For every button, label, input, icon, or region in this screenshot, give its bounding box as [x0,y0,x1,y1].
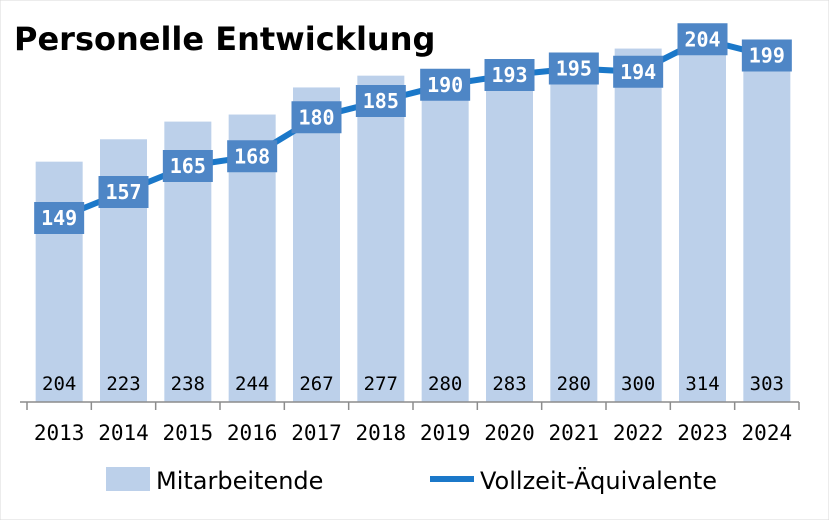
bar-value-label-2019: 280 [428,373,462,395]
bar-value-label-2024: 303 [750,373,784,395]
line-value-label-2014: 157 [105,180,141,204]
x-tick-label-2014: 2014 [98,421,149,445]
line-value-label-2019: 190 [427,73,463,97]
x-tick-label-2020: 2020 [484,421,535,445]
line-value-label-2013: 149 [41,206,77,230]
bar-value-label-2020: 283 [492,373,526,395]
bar-2024 [743,45,791,402]
x-tick-label-2015: 2015 [163,421,214,445]
line-point-2016 [227,140,278,173]
x-tick-label-2023: 2023 [677,421,728,445]
x-tick-label-2024: 2024 [742,421,793,445]
line-point-2017 [291,101,342,134]
x-tick-label-2018: 2018 [356,421,407,445]
line-value-label-2017: 180 [298,105,334,129]
line-point-2021 [548,52,599,85]
line-value-label-2020: 193 [491,63,527,87]
line-layer: 149 157 165 168 180 185 190 193 195 194 204 199 [34,23,792,234]
bar-2017 [293,87,340,403]
legend-label-line: Vollzeit-Äquivalente [480,466,717,495]
bar-value-label-2023: 314 [685,373,719,395]
x-tick-label-2016: 2016 [227,421,278,445]
line-value-label-2021: 195 [556,57,592,81]
line-point-2013 [34,202,85,234]
bar-value-label-2016: 244 [235,373,269,395]
line-value-label-2015: 165 [170,154,206,178]
bar-2021 [550,72,598,402]
legend: Mitarbeitende Vollzeit-Äquivalente [106,466,717,495]
line-value-label-2016: 168 [234,144,270,168]
x-tick-label-2021: 2021 [549,421,600,445]
bar-value-label-2015: 238 [171,373,205,395]
line-value-label-2023: 204 [684,27,720,51]
bar-value-label-2021: 280 [557,373,591,395]
bar-value-label-2014: 223 [106,373,140,395]
line-point-2024 [741,39,792,72]
line-value-label-2022: 194 [620,60,656,84]
line-point-2022 [613,55,664,88]
bar-value-label-2022: 300 [621,373,655,395]
bar-2018 [357,75,405,403]
line-point-2020 [484,59,535,91]
x-tick-label-2017: 2017 [291,421,342,445]
bar-value-label-2018: 277 [364,373,398,395]
bar-2023 [679,32,726,402]
line-point-2019 [420,68,471,101]
line-point-2014 [98,176,149,208]
x-tick-label-2013: 2013 [34,421,85,445]
bar-value-label-2013: 204 [42,373,76,395]
x-tick-label-2022: 2022 [613,421,664,445]
line-point-2023 [677,23,728,56]
bar-2022 [614,48,662,402]
x-axis: 2013 2014 2015 2016 2017 2018 2019 2020 2021 2022… [20,401,800,445]
bar-2020 [486,68,533,402]
bar-2013 [35,161,83,402]
line-value-label-2024: 199 [749,44,785,68]
line-point-2018 [355,85,406,117]
bar-2019 [421,72,469,402]
line-point-2015 [162,150,213,182]
legend-swatch-bars [106,467,150,491]
chart-title: Personelle Entwicklung [14,20,435,58]
legend-label-bars: Mitarbeitende [156,467,323,495]
bar-value-label-2017: 267 [299,373,333,395]
x-tick-label-2019: 2019 [420,421,471,445]
line-value-label-2018: 185 [363,89,399,113]
